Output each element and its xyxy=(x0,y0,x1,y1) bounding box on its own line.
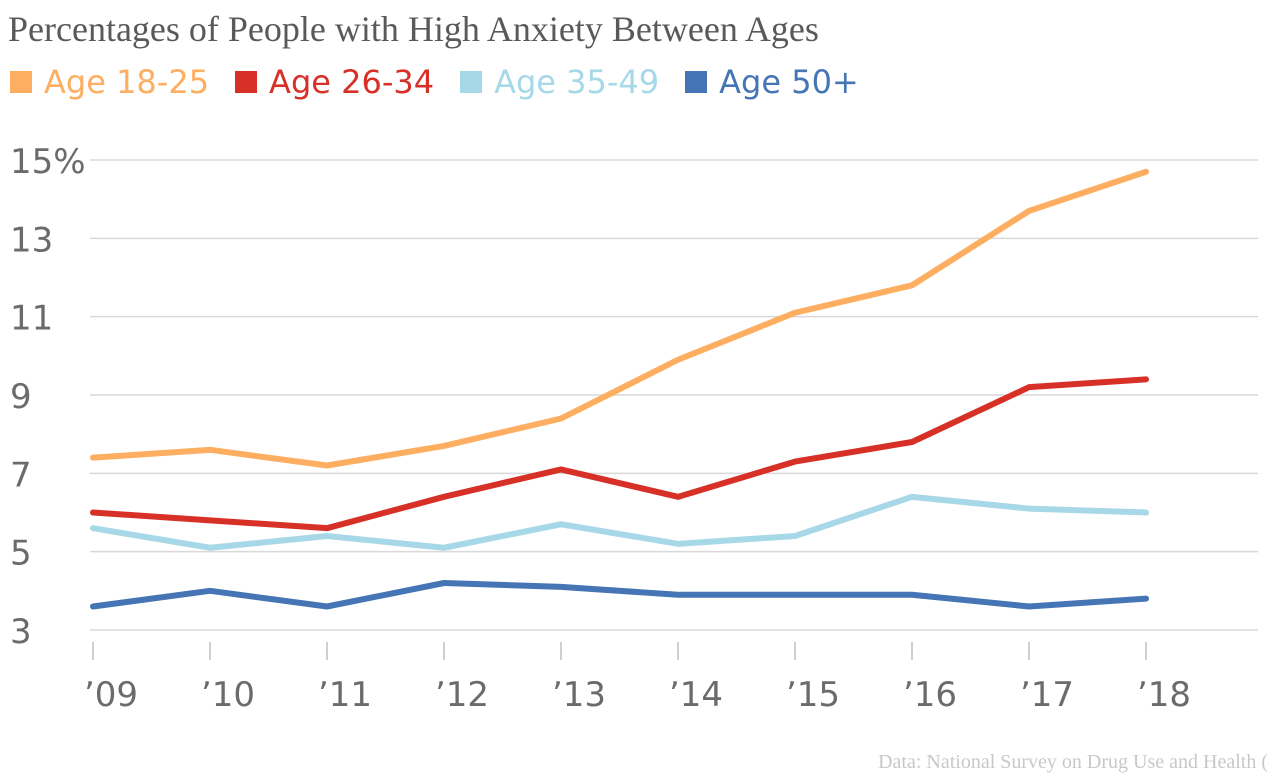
series-line-age-26-34 xyxy=(90,376,1149,532)
legend-item-age-50-plus[interactable]: Age 50+ xyxy=(685,66,859,98)
x-axis-ticks: ’09 ’10 ’11 ’12 ’13 ’14 ’15 ’16 ’17 ’18 xyxy=(84,642,1191,715)
legend: Age 18-25 Age 26-34 Age 35-49 Age 50+ xyxy=(10,66,885,98)
legend-label-age-18-25: Age 18-25 xyxy=(44,63,210,101)
gridlines xyxy=(90,159,1258,631)
y-tick-label: 15% xyxy=(10,142,86,182)
legend-swatch-age-50-plus xyxy=(685,71,708,93)
y-tick-label: 3 xyxy=(10,612,32,652)
x-tick-label: ’13 xyxy=(552,675,606,715)
x-tick-label: ’11 xyxy=(318,675,372,715)
x-tick-label: ’14 xyxy=(669,675,723,715)
legend-swatch-age-18-25 xyxy=(10,71,32,93)
chart-title: Percentages of People with High Anxiety … xyxy=(8,9,819,49)
x-tick-label: ’17 xyxy=(1020,675,1074,715)
legend-swatch-age-26-34 xyxy=(235,71,258,93)
series-line-age-35-49 xyxy=(90,493,1149,551)
source-note: Data: National Survey on Drug Use and He… xyxy=(878,751,1268,773)
legend-item-age-26-34[interactable]: Age 26-34 xyxy=(235,66,434,98)
x-tick-label: ’15 xyxy=(786,675,840,715)
x-tick-label: ’10 xyxy=(201,675,255,715)
y-tick-label: 13 xyxy=(10,220,53,260)
series-line-age-18-25 xyxy=(90,168,1149,469)
series-lines xyxy=(90,168,1149,610)
legend-swatch-age-35-49 xyxy=(460,71,483,93)
legend-label-age-35-49: Age 35-49 xyxy=(494,63,660,101)
y-tick-label: 11 xyxy=(10,299,53,339)
legend-label-age-50-plus: Age 50+ xyxy=(719,63,859,101)
x-tick-label: ’16 xyxy=(903,675,957,715)
y-tick-label: 7 xyxy=(10,455,32,495)
legend-item-age-18-25[interactable]: Age 18-25 xyxy=(10,66,209,98)
x-tick-label: ’18 xyxy=(1137,675,1191,715)
legend-item-age-35-49[interactable]: Age 35-49 xyxy=(460,66,659,98)
x-tick-label: ’09 xyxy=(84,675,138,715)
series-line-age-50-plus xyxy=(90,580,1149,610)
y-tick-label: 5 xyxy=(10,534,32,574)
y-tick-label: 9 xyxy=(10,377,32,417)
y-axis-ticks: 15% 13 11 9 7 5 3 xyxy=(10,142,86,652)
x-tick-label: ’12 xyxy=(435,675,489,715)
legend-label-age-26-34: Age 26-34 xyxy=(269,63,435,101)
